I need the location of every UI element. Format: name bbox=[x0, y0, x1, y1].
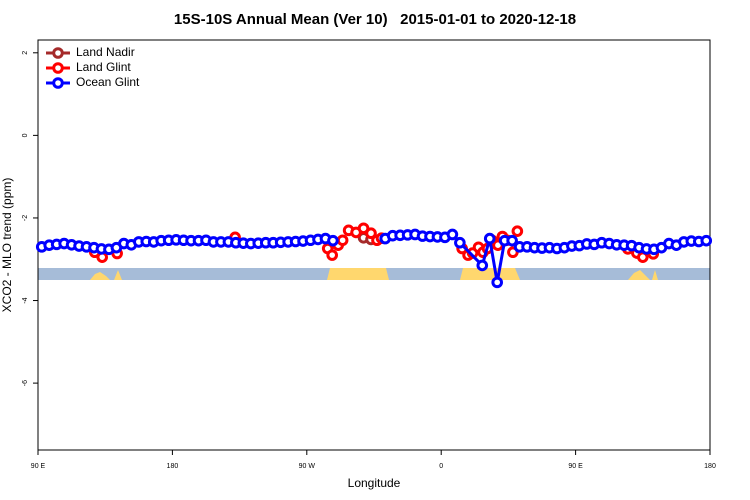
y-tick-label: 2 bbox=[22, 51, 29, 55]
x-tick-label: 90 E bbox=[568, 463, 583, 470]
land-patch bbox=[90, 272, 110, 280]
data-point bbox=[700, 234, 713, 247]
y-axis-label: XCO2 - MLO trend (ppm) bbox=[0, 178, 14, 313]
legend-label: Land Nadir bbox=[76, 45, 135, 59]
data-point bbox=[357, 222, 370, 235]
x-tick-label: 180 bbox=[167, 463, 179, 470]
land-patch bbox=[628, 270, 650, 280]
land-patch bbox=[652, 270, 658, 280]
x-axis-label: Longitude bbox=[348, 476, 401, 490]
x-tick-label: 0 bbox=[439, 463, 443, 470]
land-patch bbox=[327, 268, 389, 280]
data-point bbox=[336, 234, 349, 247]
data-point bbox=[446, 228, 459, 241]
legend-label: Ocean Glint bbox=[76, 75, 140, 89]
x-tick-label: 180 bbox=[704, 463, 716, 470]
land-patch bbox=[460, 268, 520, 280]
data-point bbox=[326, 249, 338, 261]
x-tick-label: 90 W bbox=[299, 463, 316, 470]
y-tick-label: -4 bbox=[22, 297, 29, 303]
x-tick-label: 90 E bbox=[31, 463, 46, 470]
land-patch bbox=[114, 270, 122, 280]
data-point bbox=[476, 259, 489, 272]
land-mask bbox=[38, 268, 710, 280]
y-tick-label: -6 bbox=[22, 380, 29, 386]
data-point bbox=[506, 234, 518, 247]
legend-marker bbox=[52, 47, 64, 59]
y-tick-label: -2 bbox=[22, 215, 29, 221]
data-point bbox=[511, 225, 524, 237]
data-point bbox=[454, 236, 466, 249]
data-point bbox=[491, 276, 504, 289]
chart-title: 15S-10S Annual Mean (Ver 10) 2015-01-01 … bbox=[174, 11, 576, 28]
legend-marker bbox=[52, 77, 64, 89]
data-point bbox=[365, 227, 377, 240]
data-point bbox=[483, 232, 496, 245]
legend-marker bbox=[52, 62, 64, 74]
y-tick-label: 0 bbox=[22, 133, 29, 137]
data-point bbox=[327, 234, 339, 247]
legend-label: Land Glint bbox=[76, 60, 131, 74]
